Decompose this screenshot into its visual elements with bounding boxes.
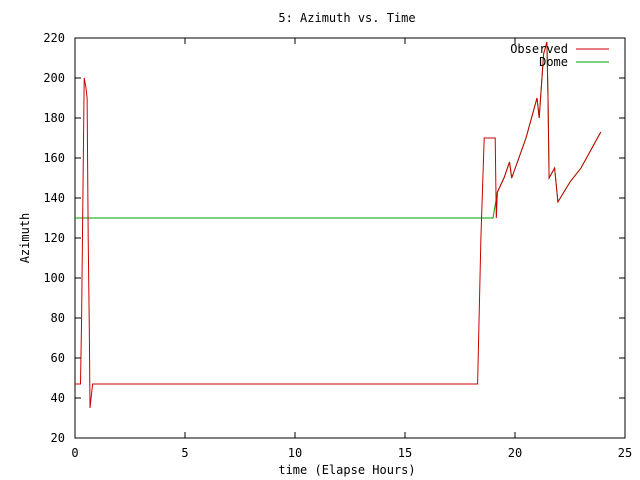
y-axis: 20 40 60 80 100 120 140 160 180 200 220 xyxy=(43,31,625,445)
plot-border xyxy=(74,37,626,439)
y-axis-label: Azimuth xyxy=(18,213,32,264)
y-tick-label: 40 xyxy=(51,391,65,405)
y-tick-label: 60 xyxy=(51,351,65,365)
y-tick-label: 120 xyxy=(43,231,65,245)
x-tick-label: 25 xyxy=(618,446,632,460)
y-tick-label: 80 xyxy=(51,311,65,325)
x-tick-label: 20 xyxy=(508,446,522,460)
chart-title: 5: Azimuth vs. Time xyxy=(278,11,415,25)
x-tick-label: 15 xyxy=(398,446,412,460)
x-axis-label: time (Elapse Hours) xyxy=(278,463,415,477)
series-line-observed xyxy=(75,41,602,409)
y-tick-label: 100 xyxy=(43,271,65,285)
series-line-dome xyxy=(75,41,602,219)
y-tick-label: 140 xyxy=(43,191,65,205)
legend-label-observed: Observed xyxy=(510,42,568,56)
series-group xyxy=(75,41,602,409)
y-tick-label: 180 xyxy=(43,111,65,125)
y-tick-label: 220 xyxy=(43,31,65,45)
x-tick-label: 5 xyxy=(181,446,188,460)
y-tick-label: 200 xyxy=(43,71,65,85)
legend-label-dome: Dome xyxy=(539,55,568,69)
x-tick-label: 10 xyxy=(288,446,302,460)
x-axis: 0 5 10 15 20 25 xyxy=(71,38,632,460)
y-tick-label: 160 xyxy=(43,151,65,165)
x-tick-label: 0 xyxy=(71,446,78,460)
y-tick-label: 20 xyxy=(51,431,65,445)
